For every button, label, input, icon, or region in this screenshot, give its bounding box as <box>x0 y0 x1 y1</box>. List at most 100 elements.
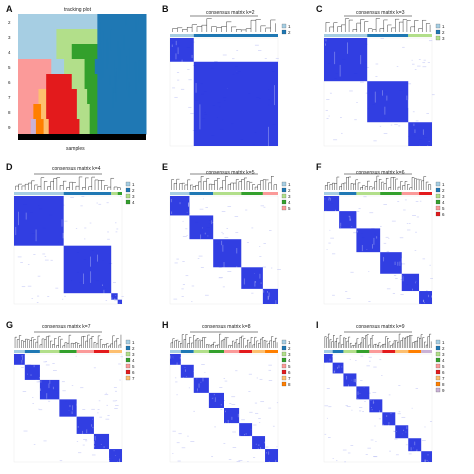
legend-label-3: 3 <box>442 36 445 41</box>
consensus-noise <box>429 264 431 266</box>
consensus-title-k3: consensus matrix k=3 <box>356 10 405 16</box>
consensus-noise <box>71 385 74 387</box>
consensus-block-7 <box>109 449 122 462</box>
legend-swatch-1 <box>281 23 287 29</box>
consensus-noise <box>415 201 419 202</box>
consensus-noise <box>50 259 53 261</box>
tracking-sample-bar <box>18 134 146 140</box>
tracking-noise-stripe <box>110 29 112 51</box>
consensus-noise <box>234 216 239 217</box>
consensus-block-6 <box>382 412 396 426</box>
consensus-block-2 <box>332 362 344 374</box>
consensus-block-speckle <box>223 262 225 269</box>
consensus-block-speckle <box>324 198 326 200</box>
consensus-noise <box>104 394 109 396</box>
panel-letter-h: H <box>162 320 169 330</box>
consensus-noise <box>373 456 377 457</box>
consensus-noise <box>398 125 401 127</box>
consensus-noise <box>64 220 68 222</box>
consensus-noise <box>269 230 272 231</box>
consensus-noise <box>383 133 388 134</box>
consensus-noise <box>43 361 47 363</box>
consensus-block-speckle <box>76 416 77 419</box>
tracking-noise-stripe <box>118 54 120 79</box>
tracking-segment-k8-1 <box>18 104 34 120</box>
cluster-bar-5 <box>401 192 420 195</box>
tracking-ytick-3: 3 <box>8 35 11 40</box>
legend-label-3: 3 <box>442 194 445 199</box>
consensus-noise <box>172 87 176 89</box>
tracking-segment-k6-4 <box>84 74 98 90</box>
consensus-block-speckle <box>403 429 404 431</box>
consensus-noise <box>368 301 371 302</box>
tracking-segment-k8-2 <box>33 104 42 120</box>
consensus-block-speckle <box>102 284 103 286</box>
consensus-block-speckle <box>179 357 181 359</box>
consensus-block-speckle <box>97 254 99 262</box>
consensus-block-speckle <box>94 445 95 448</box>
consensus-block-1 <box>170 196 190 216</box>
tracking-noise-stripe <box>108 42 109 64</box>
consensus-noise <box>375 441 377 442</box>
consensus-noise <box>428 40 433 42</box>
consensus-block-speckle <box>332 356 333 358</box>
consensus-noise <box>429 421 433 422</box>
consensus-block-speckle <box>113 450 115 452</box>
consensus-block-speckle <box>386 95 388 101</box>
consensus-noise <box>403 209 406 211</box>
consensus-noise <box>235 370 238 372</box>
consensus-noise <box>276 402 279 404</box>
consensus-block-speckle <box>211 220 213 225</box>
consensus-noise <box>379 359 382 361</box>
cluster-bar-5 <box>76 350 94 353</box>
consensus-noise <box>415 231 417 233</box>
consensus-noise <box>38 380 42 382</box>
tracking-noise-stripe <box>141 77 143 110</box>
consensus-block-speckle <box>71 411 73 414</box>
cluster-bar-4 <box>380 192 402 195</box>
consensus-noise <box>236 50 239 51</box>
consensus-noise <box>174 96 178 98</box>
consensus-noise <box>268 407 272 409</box>
consensus-noise <box>222 286 225 288</box>
consensus-block-speckle <box>379 410 380 414</box>
legend-swatch-8 <box>435 381 441 387</box>
consensus-noise <box>326 417 328 419</box>
consensus-block-speckle <box>193 370 194 372</box>
cluster-bar-1 <box>170 34 194 37</box>
consensus-noise <box>198 255 203 257</box>
consensus-block-speckle <box>231 416 233 420</box>
consensus-block-speckle <box>353 378 355 383</box>
consensus-noise <box>365 454 368 455</box>
consensus-noise <box>80 387 84 389</box>
cluster-bar-2 <box>367 34 409 37</box>
consensus-block-speckle <box>414 450 416 452</box>
consensus-block-speckle <box>388 422 390 425</box>
consensus-noise <box>395 454 399 456</box>
consensus-noise <box>412 215 416 216</box>
tracking-noise-stripe <box>116 68 118 83</box>
consensus-block-speckle <box>175 53 177 60</box>
consensus-block-speckle <box>92 418 93 420</box>
tracking-segment-k8-7 <box>97 104 147 120</box>
consensus-title-k8: consensus matrix k=8 <box>202 324 251 330</box>
consensus-noise <box>386 250 390 252</box>
consensus-noise <box>188 106 192 108</box>
consensus-noise <box>397 413 401 415</box>
consensus-noise <box>204 294 209 296</box>
consensus-block-speckle <box>227 419 229 425</box>
consensus-block-speckle <box>239 435 241 438</box>
consensus-noise <box>431 94 435 96</box>
consensus-noise <box>37 295 40 297</box>
consensus-block-speckle <box>214 397 216 402</box>
consensus-noise <box>398 385 401 386</box>
consensus-block-speckle <box>236 266 238 270</box>
tracking-noise-stripe <box>100 48 102 80</box>
legend-label-6: 6 <box>442 212 445 217</box>
consensus-noise <box>419 200 422 202</box>
consensus-block-speckle <box>171 44 173 47</box>
consensus-noise <box>426 113 429 114</box>
tracking-noise-stripe <box>99 68 100 80</box>
